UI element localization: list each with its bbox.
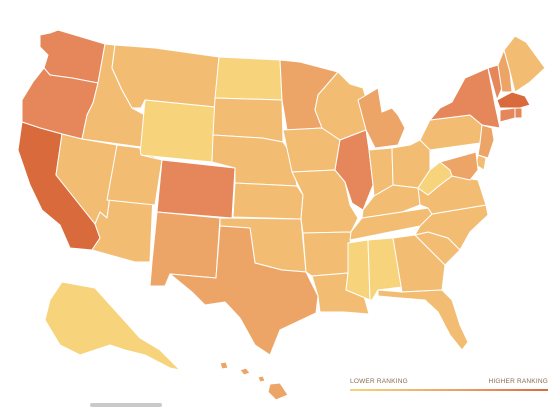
- legend-low-label: LOWER RANKING: [350, 378, 408, 385]
- state-mt[interactable]: [111, 44, 220, 109]
- state-me[interactable]: [503, 35, 546, 93]
- state-fl[interactable]: [377, 289, 469, 351]
- horizontal-scrollbar[interactable]: [90, 403, 162, 407]
- state-ar[interactable]: [302, 231, 352, 277]
- legend-high-label: HIGHER RANKING: [488, 378, 548, 385]
- state-pa[interactable]: [419, 114, 483, 151]
- state-hi[interactable]: [219, 361, 289, 401]
- state-md[interactable]: [439, 151, 479, 181]
- state-ny[interactable]: [429, 67, 501, 129]
- state-ak[interactable]: [44, 281, 181, 371]
- state-ms[interactable]: [345, 239, 371, 301]
- legend-gradient-bar: [350, 389, 548, 391]
- state-tx[interactable]: [169, 225, 319, 356]
- state-ct[interactable]: [499, 107, 516, 123]
- state-wy[interactable]: [139, 99, 216, 163]
- state-mi[interactable]: [357, 87, 406, 149]
- state-co[interactable]: [156, 159, 236, 219]
- states-layer: [17, 29, 546, 401]
- state-nm[interactable]: [149, 211, 221, 287]
- state-ri[interactable]: [514, 107, 523, 119]
- state-nh[interactable]: [497, 49, 513, 93]
- ranking-legend: LOWER RANKING HIGHER RANKING: [350, 378, 548, 402]
- state-ga[interactable]: [392, 234, 446, 293]
- state-nd[interactable]: [214, 56, 283, 101]
- state-nj[interactable]: [477, 124, 495, 159]
- state-ks[interactable]: [232, 182, 304, 220]
- state-ma[interactable]: [496, 91, 531, 109]
